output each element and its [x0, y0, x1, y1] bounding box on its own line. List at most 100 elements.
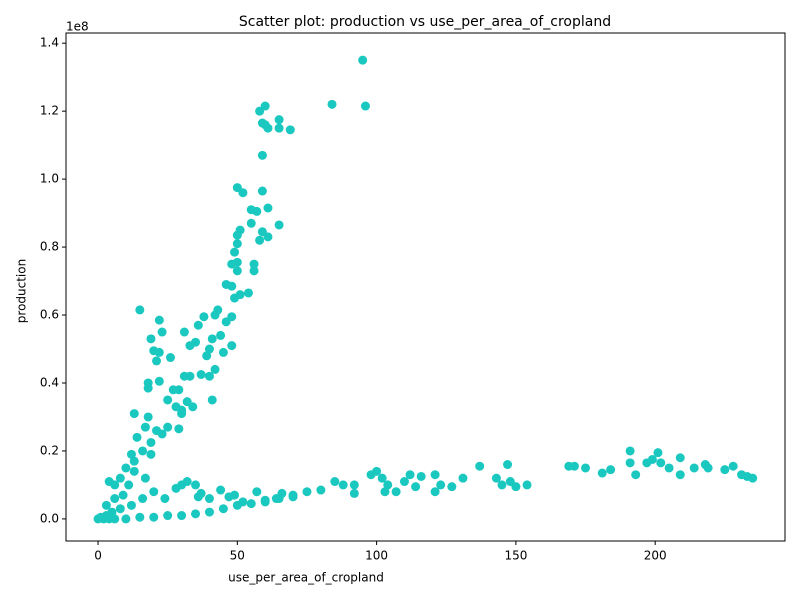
scatter-point [405, 470, 415, 480]
scatter-point [597, 468, 607, 478]
scatter-point [249, 259, 259, 269]
scatter-point [163, 511, 173, 521]
scatter-point [491, 473, 501, 483]
scatter-point [216, 330, 226, 340]
scatter-point [121, 514, 131, 524]
scatter-point [475, 461, 485, 471]
scatter-point [224, 492, 234, 502]
scatter-point [163, 422, 173, 432]
scatter-point [135, 305, 145, 315]
scatter-point [338, 480, 348, 490]
scatter-point [255, 235, 265, 245]
scatter-point [243, 288, 253, 298]
scatter-point [349, 480, 359, 490]
scatter-point [115, 473, 125, 483]
y-axis-label: production [15, 259, 29, 323]
scatter-point [366, 470, 376, 480]
scatter-point [207, 334, 217, 344]
scatter-point [118, 490, 128, 500]
scatter-point [191, 337, 201, 347]
scatter-point [675, 453, 685, 463]
plot-area [93, 55, 758, 524]
scatter-point [143, 412, 153, 422]
scatter-point [124, 480, 134, 490]
y-offset-label: 1e8 [66, 20, 89, 34]
scatter-point [246, 218, 256, 228]
scatter-point [138, 446, 148, 456]
scatter-point [249, 266, 259, 276]
scatter-point [274, 494, 284, 504]
scatter-point [216, 485, 226, 495]
scatter-point [606, 465, 616, 475]
scatter-point [149, 487, 159, 497]
scatter-point [274, 115, 284, 125]
scatter-point [140, 473, 150, 483]
scatter-point [260, 495, 270, 505]
y-tick-label: 0.4 [40, 375, 59, 389]
scatter-point [383, 480, 393, 490]
scatter-point [129, 456, 139, 466]
scatter-point [274, 123, 284, 133]
scatter-point [675, 470, 685, 480]
scatter-point [581, 463, 591, 473]
scatter-point [458, 473, 468, 483]
scatter-point [204, 507, 214, 517]
scatter-point [391, 487, 401, 497]
scatter-point [720, 465, 730, 475]
scatter-point [126, 500, 136, 510]
scatter-point [327, 99, 337, 109]
scatter-point [230, 247, 240, 257]
scatter-point [358, 55, 368, 65]
scatter-point [132, 432, 142, 442]
scatter-point [288, 492, 298, 502]
x-tick-label: 200 [644, 549, 667, 563]
y-tick-label: 0.2 [40, 443, 59, 457]
scatter-point [625, 446, 635, 456]
x-tick-label: 100 [365, 549, 388, 563]
scatter-point [146, 449, 156, 459]
scatter-point [210, 364, 220, 374]
scatter-point [129, 466, 139, 476]
scatter-point [191, 480, 201, 490]
scatter-point [179, 327, 189, 337]
y-tick-label: 1.4 [40, 36, 59, 50]
scatter-point [503, 460, 513, 470]
scatter-point [377, 473, 387, 483]
scatter-point [263, 232, 273, 242]
scatter-point [154, 347, 164, 357]
scatter-point [191, 509, 201, 519]
x-axis-label: use_per_area_of_cropland [228, 571, 384, 585]
scatter-point [232, 257, 242, 267]
scatter-point [227, 312, 237, 322]
y-tick-label: 1.0 [40, 172, 59, 186]
scatter-point [157, 327, 167, 337]
scatter-point [631, 470, 641, 480]
scatter-point [728, 461, 738, 471]
scatter-point [154, 376, 164, 386]
scatter-point [213, 305, 223, 315]
scatter-point [152, 356, 162, 366]
scatter-point [174, 424, 184, 434]
scatter-point [430, 470, 440, 480]
scatter-point [196, 369, 206, 379]
scatter-point [689, 463, 699, 473]
scatter-point [263, 203, 273, 213]
scatter-point [436, 480, 446, 490]
scatter-point [163, 395, 173, 405]
scatter-point [647, 454, 657, 464]
scatter-point [430, 487, 440, 497]
scatter-point [146, 437, 156, 447]
scatter-point [656, 458, 666, 468]
scatter-point [126, 449, 136, 459]
scatter-point [140, 422, 150, 432]
scatter-point [218, 347, 228, 357]
scatter-point [263, 123, 273, 133]
scatter-point [257, 150, 267, 160]
scatter-point [110, 514, 120, 524]
scatter-point [380, 487, 390, 497]
scatter-point [252, 487, 262, 497]
scatter-point [664, 463, 674, 473]
scatter-point [232, 239, 242, 249]
scatter-point [193, 320, 203, 330]
